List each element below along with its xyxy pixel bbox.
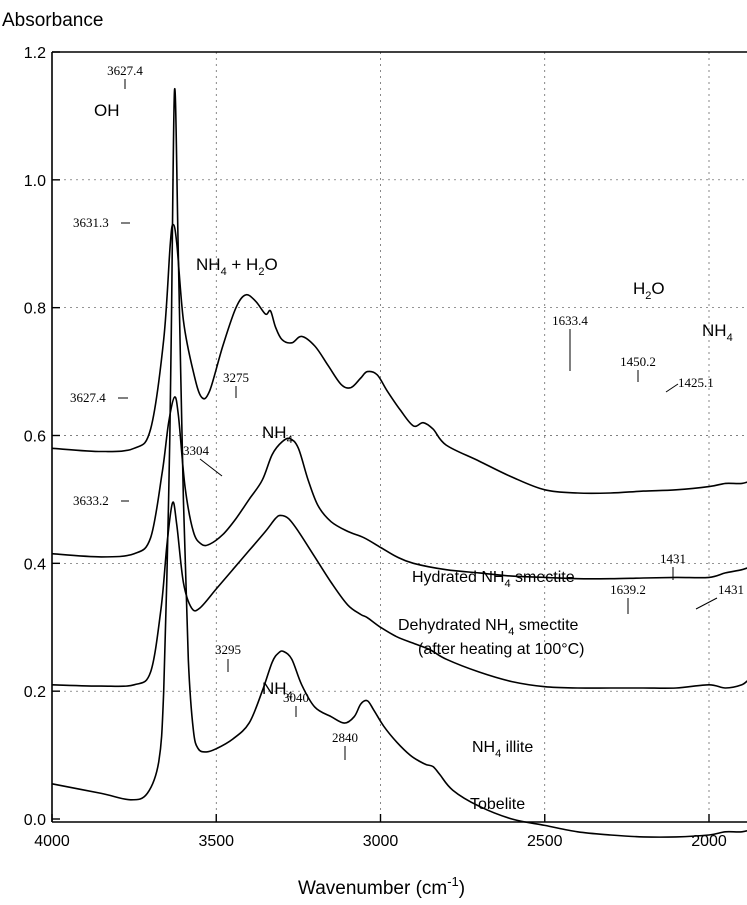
peak-label-6: 3295: [215, 642, 241, 657]
x-axis-title-close: ): [459, 878, 465, 899]
y-tick-label-1: 0.2: [24, 684, 46, 701]
band-label-1-part-1: 4: [221, 266, 227, 278]
peak-label-8: 2840: [332, 730, 358, 745]
series-label-0-part-0: Hydrated NH: [412, 569, 504, 586]
band-label-4-part-2: O: [651, 279, 664, 298]
series-line-1: [51, 396, 747, 580]
y-axis-title: Absorbance: [2, 10, 103, 31]
band-label-3-part-0: NH: [262, 679, 287, 698]
series-label-1-part-1: 4: [508, 626, 514, 638]
band-label-1: NH4 + H2O: [196, 255, 278, 278]
series-label-2-part-0: NH: [472, 739, 495, 756]
y-tick-label-5: 1.0: [24, 173, 46, 190]
peak-label-10: 1450.2: [620, 354, 656, 369]
peak-labels: 3627.4 3631.3 3627.4 3633.2 3275 3304 3295 3040…: [70, 63, 744, 760]
peak-label-3: 3633.2: [73, 493, 109, 508]
y-tick-label-2: 0.4: [24, 556, 46, 573]
y-tick-label-4: 0.8: [24, 301, 46, 318]
band-label-3-part-1: 4: [287, 690, 293, 702]
band-label-0: OH: [94, 101, 120, 120]
y-tick-label-6: 1.2: [24, 45, 46, 62]
peak-label-2: 3627.4: [70, 390, 106, 405]
peak-label-9: 1633.4: [552, 313, 588, 328]
series-label-0-part-2: smectite: [511, 569, 575, 586]
peak-label-5: 3304: [183, 443, 210, 458]
peak-label-13: 1431: [660, 551, 686, 566]
x-axis-title-sup: -1: [447, 874, 459, 889]
band-label-1-part-3: 2: [258, 266, 264, 278]
series-label-2-part-1: 4: [495, 748, 501, 760]
x-tick-label-4: 2000: [691, 833, 727, 850]
band-label-3: NH4: [262, 679, 293, 702]
series-label-0-part-1: 4: [504, 578, 510, 590]
peak-leader-11: [665, 383, 679, 393]
series-label-1-part-2: smectite: [514, 617, 578, 634]
series-label-1: Dehydrated NH4 smectite: [398, 617, 579, 638]
band-label-2: NH4: [262, 423, 293, 446]
band-label-0-part-0: OH: [94, 101, 120, 120]
series-line-3: [51, 87, 747, 838]
band-label-5-part-1: 4: [727, 332, 733, 344]
series-line-0: [51, 223, 747, 495]
band-label-5-part-0: NH: [702, 321, 727, 340]
peak-label-12: 1639.2: [610, 582, 646, 597]
y-tick-label-3: 0.6: [24, 429, 46, 446]
band-label-2-part-0: NH: [262, 423, 287, 442]
band-label-4-part-1: 2: [645, 290, 651, 302]
band-label-4: H2O: [633, 279, 665, 302]
peak-label-11: 1425.1: [678, 375, 714, 390]
y-tick-label-0: 0.0: [24, 812, 46, 829]
series-label-2: NH4 illite: [472, 739, 533, 760]
peak-label-0: 3627.4: [107, 63, 143, 78]
spectra: [51, 87, 747, 838]
band-label-1-part-2: + H: [227, 255, 259, 274]
x-axis-title-main: Wavenumber (cm: [298, 878, 447, 899]
x-tick-label-1: 3500: [198, 833, 234, 850]
peak-leader-5: [199, 458, 223, 477]
x-tick-label-3: 2500: [527, 833, 563, 850]
peak-label-4: 3275: [223, 370, 249, 385]
series-line-2: [51, 501, 747, 690]
series-label-1-part-0: Dehydrated NH: [398, 617, 508, 634]
x-tick-label-0: 4000: [34, 833, 70, 850]
band-label-2-part-1: 4: [287, 434, 293, 446]
ticks: 0.0 0.2 0.4 0.6 0.8 1.0 1.2 4000 3500 3000 2500 200…: [24, 45, 727, 850]
series-label-3-part-0: Tobelite: [470, 796, 525, 813]
peak-label-7: 3040: [283, 690, 309, 705]
band-label-1-part-4: O: [264, 255, 277, 274]
axes: [51, 51, 747, 823]
series-label-3: Tobelite: [470, 796, 525, 813]
peak-label-1: 3631.3: [73, 215, 109, 230]
grid: [52, 52, 747, 822]
peak-label-14: 1431: [718, 582, 744, 597]
series-label-1-line2: (after heating at 100°C): [418, 641, 585, 658]
x-axis-title: Wavenumber (cm-1): [298, 874, 465, 899]
series-label-0: Hydrated NH4 smectite: [412, 569, 575, 590]
band-label-4-part-0: H: [633, 279, 645, 298]
band-label-5: NH4: [702, 321, 733, 344]
x-tick-label-2: 3000: [363, 833, 399, 850]
band-label-1-part-0: NH: [196, 255, 221, 274]
series-label-2-part-2: illite: [501, 739, 533, 756]
peak-leader-14: [695, 597, 718, 610]
